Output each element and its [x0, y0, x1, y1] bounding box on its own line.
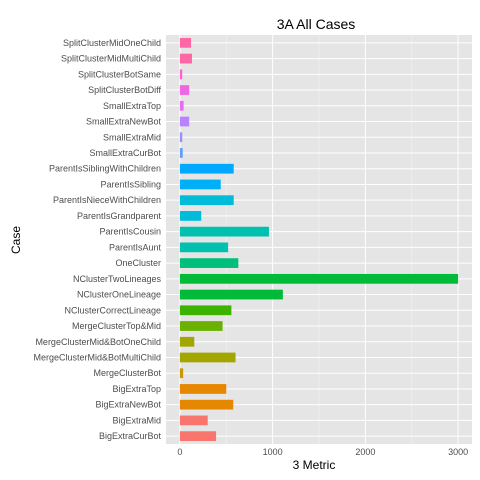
y-tick-label: ParentIsSiblingWithChildren: [49, 164, 161, 174]
y-tick-label: MergeClusterMid&BotOneChild: [35, 337, 161, 347]
bar: [179, 368, 184, 379]
x-axis-title: 3 Metric: [293, 458, 336, 472]
bar: [179, 69, 183, 80]
x-tick-label: 3000: [448, 447, 468, 457]
bar: [179, 163, 234, 174]
y-tick-label: ParentIsSibling: [100, 179, 161, 189]
x-tick-label: 1000: [263, 447, 283, 457]
bar: [179, 431, 217, 442]
y-tick-label: SplitClusterBotDiff: [88, 85, 161, 95]
y-tick-label: SplitClusterMidOneChild: [63, 38, 161, 48]
bar: [179, 336, 195, 347]
bars: [179, 37, 459, 442]
bar: [179, 148, 183, 158]
bar: [179, 37, 192, 48]
y-tick-label: OneCluster: [115, 258, 161, 268]
bar: [179, 85, 190, 95]
y-tick-label: SmallExtraCurBot: [89, 148, 161, 158]
bar: [179, 242, 229, 253]
bar: [179, 226, 269, 237]
y-tick-labels: SplitClusterMidOneChild SplitClusterMidMu…: [33, 38, 161, 441]
y-tick-label: NClusterTwoLineages: [73, 274, 162, 284]
bar: [179, 100, 184, 111]
y-tick-label: NClusterOneLineage: [77, 290, 161, 300]
bar: [179, 211, 202, 221]
y-tick-label: BigExtraNewBot: [95, 400, 161, 410]
y-tick-label: ParentIsNieceWithChildren: [53, 195, 161, 205]
x-tick-label: 0: [177, 447, 182, 457]
bar: [179, 132, 183, 143]
y-tick-label: SmallExtraNewBot: [86, 117, 162, 127]
bar: [179, 352, 236, 363]
bar: [179, 399, 234, 410]
bar: [179, 258, 239, 268]
bar: [179, 195, 234, 206]
bar: [179, 289, 283, 300]
chart-title: 3A All Cases: [277, 16, 356, 32]
y-tick-label: SplitClusterBotSame: [78, 69, 161, 79]
y-tick-label: ParentIsGrandparent: [77, 211, 162, 221]
bar: [179, 116, 190, 127]
y-tick-label: SmallExtraTop: [103, 101, 161, 111]
bar: [179, 179, 221, 190]
y-axis-title: Case: [9, 226, 23, 254]
bar: [179, 384, 227, 394]
y-tick-label: BigExtraTop: [112, 384, 161, 394]
y-tick-label: BigExtraMid: [112, 415, 161, 425]
y-tick-label: MergeClusterTop&Mid: [72, 321, 161, 331]
x-tick-label: 2000: [355, 447, 375, 457]
bar: [179, 305, 232, 316]
y-tick-label: ParentIsCousin: [99, 227, 161, 237]
gridlines: [166, 35, 472, 444]
y-tick-label: SmallExtraMid: [103, 132, 161, 142]
bar: [179, 273, 459, 284]
y-tick-label: NClusterCorrectLineage: [64, 305, 161, 315]
y-tick-label: MergeClusterBot: [93, 368, 161, 378]
y-tick-label: MergeClusterMid&BotMultiChild: [33, 352, 161, 362]
y-tick-label: BigExtraCurBot: [99, 431, 162, 441]
bar: [179, 321, 223, 331]
y-tick-label: SplitClusterMidMultiChild: [61, 54, 161, 64]
bar: [179, 53, 192, 64]
x-tick-labels: 0 1000 2000 3000: [177, 447, 468, 457]
y-tick-label: ParentIsAunt: [109, 242, 162, 252]
bar: [179, 415, 208, 426]
